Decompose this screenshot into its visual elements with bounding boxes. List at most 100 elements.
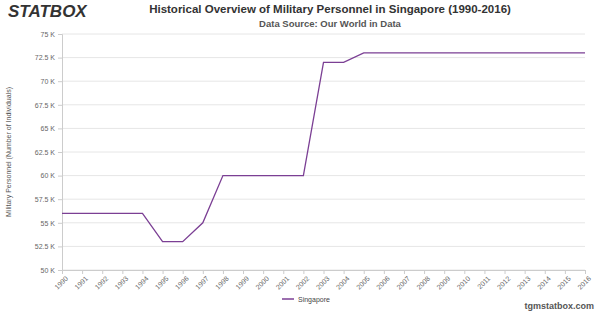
tick-label: 2015 bbox=[556, 275, 572, 291]
tick-mark bbox=[424, 270, 425, 274]
tick: 1991 bbox=[73, 270, 89, 291]
tick-label: 1996 bbox=[174, 275, 190, 291]
tick-label: 67.5 K bbox=[35, 102, 56, 109]
tick-mark bbox=[163, 270, 164, 274]
tick-mark bbox=[404, 270, 405, 274]
tick: 2010 bbox=[455, 270, 471, 291]
tick-mark bbox=[464, 270, 465, 274]
tick-mark bbox=[525, 270, 526, 274]
tick: 1997 bbox=[194, 270, 210, 291]
tick-label: 62.5 K bbox=[35, 149, 56, 156]
tick-label: 1994 bbox=[134, 275, 150, 291]
tick-label: 2013 bbox=[516, 275, 532, 291]
tick-label: 1999 bbox=[234, 275, 250, 291]
grid-line bbox=[62, 57, 585, 58]
tick-label: 1995 bbox=[154, 275, 170, 291]
tick-mark bbox=[243, 270, 244, 274]
tick: 2013 bbox=[516, 270, 532, 291]
tick-label: 65 K bbox=[41, 125, 56, 132]
tick: 1993 bbox=[114, 270, 130, 291]
tick-label: 2014 bbox=[536, 275, 552, 291]
tick: 72.5 K bbox=[35, 54, 62, 61]
tick: 2007 bbox=[395, 270, 411, 291]
tick: 2002 bbox=[295, 270, 311, 291]
tick: 1994 bbox=[134, 270, 150, 291]
tick-label: 52.5 K bbox=[35, 243, 56, 250]
tick-label: 75 K bbox=[41, 31, 56, 38]
tick-label: 2003 bbox=[315, 275, 331, 291]
tick: 70 K bbox=[41, 78, 62, 85]
logo: STATBOX bbox=[8, 2, 88, 21]
tick-label: 1992 bbox=[93, 275, 109, 291]
tick: 2003 bbox=[315, 270, 331, 291]
tick-label: 2012 bbox=[496, 275, 512, 291]
tick-mark bbox=[384, 270, 385, 274]
tick-mark bbox=[58, 199, 62, 200]
tick-label: 2002 bbox=[295, 275, 311, 291]
tick-label: 2009 bbox=[435, 275, 451, 291]
tick: 1992 bbox=[93, 270, 109, 291]
tick-mark bbox=[364, 270, 365, 274]
tick-mark bbox=[303, 270, 304, 274]
tick-mark bbox=[203, 270, 204, 274]
tick: 2006 bbox=[375, 270, 391, 291]
tick-label: 60 K bbox=[41, 172, 56, 179]
tick-label: 1998 bbox=[214, 275, 230, 291]
tick-label: 1990 bbox=[53, 275, 69, 291]
tick-label: 2004 bbox=[335, 275, 351, 291]
tick: 2000 bbox=[254, 270, 270, 291]
subtitle: Data Source: Our World in Data bbox=[259, 18, 402, 29]
chart: STATBOX Historical Overview of Military P… bbox=[0, 0, 600, 314]
tick-mark bbox=[82, 270, 83, 274]
tick-label: 50 K bbox=[41, 267, 56, 274]
tick: 60 K bbox=[41, 172, 62, 179]
tick: 2008 bbox=[415, 270, 431, 291]
tick: 57.5 K bbox=[35, 196, 62, 203]
grid bbox=[62, 34, 585, 270]
tick: 1995 bbox=[154, 270, 170, 291]
title: Historical Overview of Military Personne… bbox=[149, 3, 511, 15]
tick: 2009 bbox=[435, 270, 451, 291]
tick: 1990 bbox=[53, 270, 69, 291]
grid-line bbox=[62, 246, 585, 247]
axis-line bbox=[58, 35, 63, 271]
tick-mark bbox=[444, 270, 445, 274]
tick-mark bbox=[344, 270, 345, 274]
tick-mark bbox=[58, 270, 62, 271]
tick-mark bbox=[505, 270, 506, 274]
tick-label: 1993 bbox=[114, 275, 130, 291]
tick-mark bbox=[58, 128, 62, 129]
tick-label: 2000 bbox=[254, 275, 270, 291]
grid-line bbox=[62, 128, 585, 129]
tick-mark bbox=[283, 270, 284, 274]
tick-mark bbox=[545, 270, 546, 274]
tick-label: 2007 bbox=[395, 275, 411, 291]
tick-mark bbox=[122, 270, 123, 274]
tick-mark bbox=[62, 270, 63, 274]
tick-mark bbox=[324, 270, 325, 274]
tick-mark bbox=[183, 270, 184, 274]
tick-mark bbox=[58, 81, 62, 82]
grid-line bbox=[62, 34, 585, 35]
tick: 1999 bbox=[234, 270, 250, 291]
footer: tgmstatbox.com bbox=[524, 301, 594, 311]
y-axis-title: Military Personnel (Number of Individual… bbox=[5, 87, 13, 217]
tick-mark bbox=[58, 176, 62, 177]
legend-swatch bbox=[282, 298, 294, 300]
y-axis: 50 K52.5 K55 K57.5 K60 K62.5 K65 K67.5 K… bbox=[35, 31, 63, 274]
tick-label: 2005 bbox=[355, 275, 371, 291]
tick-label: 57.5 K bbox=[35, 196, 56, 203]
tick-label: 1991 bbox=[73, 275, 89, 291]
tick: 2015 bbox=[556, 270, 572, 291]
tick-mark bbox=[223, 270, 224, 274]
tick-mark bbox=[484, 270, 485, 274]
tick-mark bbox=[263, 270, 264, 274]
tick-mark bbox=[585, 270, 586, 274]
grid-line bbox=[62, 222, 585, 223]
tick-mark bbox=[102, 270, 103, 274]
tick-label: 1997 bbox=[194, 275, 210, 291]
tick: 2001 bbox=[274, 270, 290, 291]
tick: 62.5 K bbox=[35, 149, 62, 156]
axis-line bbox=[63, 271, 586, 275]
tick-label: 72.5 K bbox=[35, 54, 56, 61]
